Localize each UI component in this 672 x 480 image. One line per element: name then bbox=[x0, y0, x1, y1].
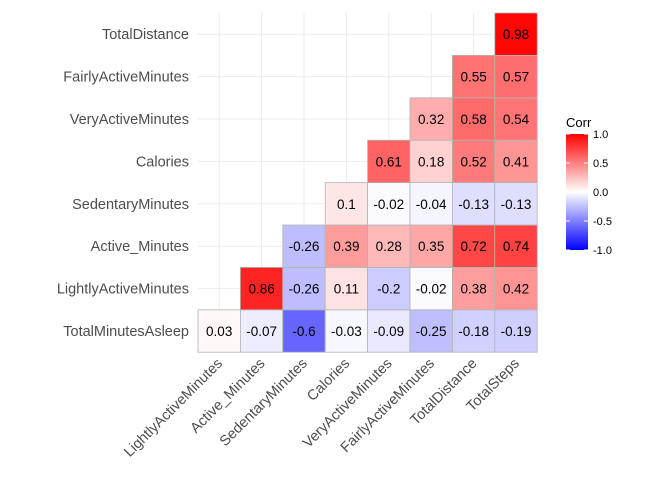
heatmap-cell bbox=[451, 266, 496, 311]
y-tick-label: TotalMinutesAsleep bbox=[63, 324, 189, 340]
cell-value-label: -0.02 bbox=[373, 197, 404, 212]
cell-value-label: 0.55 bbox=[460, 70, 486, 85]
cell-value-label: -0.02 bbox=[416, 282, 447, 297]
legend-tick-label: -1.0 bbox=[593, 245, 612, 257]
heatmap-cell bbox=[494, 139, 538, 183]
y-axis-labels: TotalMinutesAsleep LightlyActiveMinutes Ac… bbox=[57, 27, 189, 340]
cell-value-label: -0.26 bbox=[289, 282, 320, 297]
heatmap-cell bbox=[282, 266, 326, 311]
cell-value-label: 0.1 bbox=[337, 197, 356, 212]
heatmap-cell bbox=[367, 182, 411, 226]
heatmap-cell bbox=[451, 97, 496, 141]
heatmap-cell bbox=[367, 309, 411, 353]
cell-value-label: 0.11 bbox=[334, 282, 359, 297]
cell-value-label: 0.57 bbox=[503, 70, 529, 85]
y-tick-label: LightlyActiveMinutes bbox=[57, 282, 189, 298]
cell-value-label: -0.13 bbox=[458, 197, 489, 212]
cell-value-label: -0.25 bbox=[416, 324, 447, 339]
heatmap-cell bbox=[239, 266, 284, 311]
cell-value-label: -0.18 bbox=[458, 324, 489, 339]
legend-colorbar bbox=[566, 134, 588, 250]
legend-title: Corr bbox=[566, 115, 592, 130]
cell-value-label: 0.42 bbox=[503, 282, 529, 297]
y-tick-label: TotalDistance bbox=[102, 27, 189, 43]
y-tick-label: Active_Minutes bbox=[91, 239, 189, 255]
cell-value-label: 0.39 bbox=[333, 239, 359, 254]
legend-tick-label: 1.0 bbox=[593, 129, 608, 141]
cell-value-label: 0.72 bbox=[460, 239, 486, 254]
y-tick-label: FairlyActiveMinutes bbox=[63, 70, 189, 86]
cell-value-label: 0.54 bbox=[503, 112, 530, 127]
heatmap-cell bbox=[494, 224, 538, 268]
heatmap-cell bbox=[197, 309, 241, 353]
heatmap-cell bbox=[409, 309, 453, 353]
cell-value-label: 0.61 bbox=[376, 154, 402, 169]
heatmap-cell bbox=[494, 182, 538, 226]
heatmap-cell bbox=[494, 55, 538, 99]
cell-value-label: 0.32 bbox=[418, 112, 444, 127]
cell-value-label: 0.74 bbox=[503, 239, 530, 254]
heatmap-cell bbox=[282, 224, 326, 268]
heatmap-cell bbox=[324, 266, 369, 311]
heatmap-cell bbox=[494, 12, 538, 56]
legend-tick-label: 0.5 bbox=[593, 158, 608, 170]
heatmap-cell bbox=[494, 266, 538, 311]
cell-value-label: 0.03 bbox=[206, 324, 232, 339]
cell-value-label: 0.98 bbox=[503, 27, 529, 42]
heatmap-cell bbox=[239, 309, 284, 353]
y-tick-label: Calories bbox=[136, 154, 189, 170]
cell-value-label: -0.19 bbox=[501, 324, 532, 339]
heatmap-cell bbox=[367, 266, 411, 311]
heatmap-cell bbox=[324, 182, 369, 226]
heatmap-cell bbox=[409, 266, 453, 311]
cell-value-label: 0.58 bbox=[460, 112, 486, 127]
heatmap-cells bbox=[197, 12, 538, 353]
cell-value-label: 0.28 bbox=[376, 239, 402, 254]
legend-tick-label: -0.5 bbox=[593, 216, 612, 228]
cell-value-label: 0.41 bbox=[503, 154, 529, 169]
cell-value-label: -0.26 bbox=[289, 239, 320, 254]
legend-tick-label: 0.0 bbox=[593, 187, 608, 199]
heatmap-cell bbox=[451, 55, 496, 99]
cell-value-label: 0.18 bbox=[418, 154, 444, 169]
cell-value-label: 0.86 bbox=[248, 282, 274, 297]
heatmap-cell bbox=[367, 139, 411, 183]
cell-value-label: -0.13 bbox=[501, 197, 532, 212]
cell-value-label: 0.52 bbox=[460, 154, 486, 169]
heatmap-cell bbox=[409, 224, 453, 268]
cell-value-label: -0.6 bbox=[292, 324, 315, 339]
cell-value-label: 0.38 bbox=[460, 282, 486, 297]
heatmap-cell bbox=[494, 309, 538, 353]
cell-value-label: -0.09 bbox=[373, 324, 404, 339]
cell-value-label: -0.2 bbox=[377, 282, 400, 297]
cell-value-label: -0.04 bbox=[416, 197, 447, 212]
color-legend: Corr 1.0 0.5 0.0 -0.5 -1.0 bbox=[566, 115, 612, 257]
cell-labels: 0.03 -0.07 -0.6 -0.03 -0.09 -0.25 -0.18 -0.19 0.… bbox=[206, 27, 531, 339]
heatmap-cell bbox=[282, 309, 326, 353]
cell-value-label: 0.35 bbox=[418, 239, 444, 254]
y-tick-label: SedentaryMinutes bbox=[72, 197, 189, 213]
cell-value-label: -0.07 bbox=[246, 324, 277, 339]
cell-value-label: -0.03 bbox=[331, 324, 362, 339]
x-tick-label: Active_Minutes bbox=[188, 356, 269, 437]
heatmap-cell bbox=[409, 139, 453, 183]
x-axis-labels: LightlyActiveMinutesActive_MinutesSedent… bbox=[121, 356, 523, 461]
y-tick-label: VeryActiveMinutes bbox=[70, 112, 189, 128]
